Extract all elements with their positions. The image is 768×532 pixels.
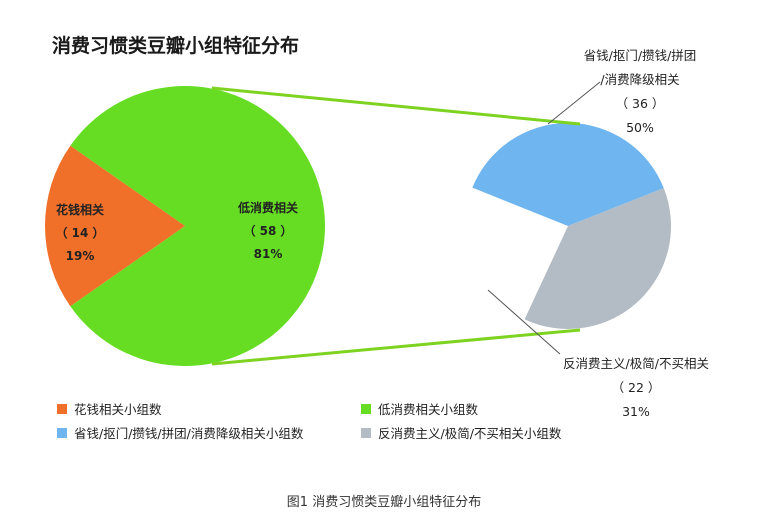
legend-swatch-spend bbox=[57, 404, 67, 414]
sub-count-anti: （ 22 ） bbox=[612, 380, 661, 395]
slice-label-low: 低消费相关 bbox=[237, 200, 298, 215]
sub-label-save-line2: /消费降级相关 bbox=[600, 72, 679, 87]
sub-slice-anti bbox=[524, 188, 671, 329]
connector-bottom bbox=[211, 328, 581, 366]
sub-slice-save bbox=[472, 123, 664, 226]
legend-swatch-save bbox=[57, 428, 67, 438]
connector-top bbox=[211, 86, 581, 126]
sub-percent-anti: 31% bbox=[622, 404, 650, 419]
slice-count-spend: （ 14 ） bbox=[55, 225, 104, 240]
leader-save bbox=[547, 81, 601, 125]
sub-count-save: （ 36 ） bbox=[616, 96, 665, 111]
figure-caption: 图1 消费习惯类豆瓣小组特征分布 bbox=[287, 494, 481, 510]
slice-percent-spend: 19% bbox=[66, 249, 95, 263]
leader-anti bbox=[487, 289, 561, 355]
chart-title: 消费习惯类豆瓣小组特征分布 bbox=[52, 34, 299, 57]
slice-percent-low: 81% bbox=[254, 247, 283, 261]
legend-label-spend: 花钱相关小组数 bbox=[74, 402, 162, 417]
slice-label-spend: 花钱相关 bbox=[56, 202, 104, 217]
sub-label-anti: 反消费主义/极简/不买相关 bbox=[563, 356, 709, 371]
legend-label-anti: 反消费主义/极简/不买相关小组数 bbox=[378, 426, 562, 441]
legend-label-save: 省钱/抠门/攒钱/拼团/消费降级相关小组数 bbox=[74, 426, 304, 441]
legend-swatch-low bbox=[361, 404, 371, 414]
legend-swatch-anti bbox=[361, 428, 371, 438]
slice-count-low: （ 58 ） bbox=[243, 223, 292, 238]
legend-label-low: 低消费相关小组数 bbox=[378, 402, 479, 417]
chart-marks bbox=[44, 81, 671, 366]
pie-slice-low bbox=[70, 86, 325, 366]
pie-slice-spend bbox=[44, 145, 186, 307]
sub-label-save-line1: 省钱/抠门/攒钱/拼团 bbox=[584, 48, 697, 63]
sub-percent-save: 50% bbox=[626, 120, 654, 135]
legend: 花钱相关小组数 低消费相关小组数 省钱/抠门/攒钱/拼团/消费降级相关小组数 反… bbox=[57, 402, 562, 441]
